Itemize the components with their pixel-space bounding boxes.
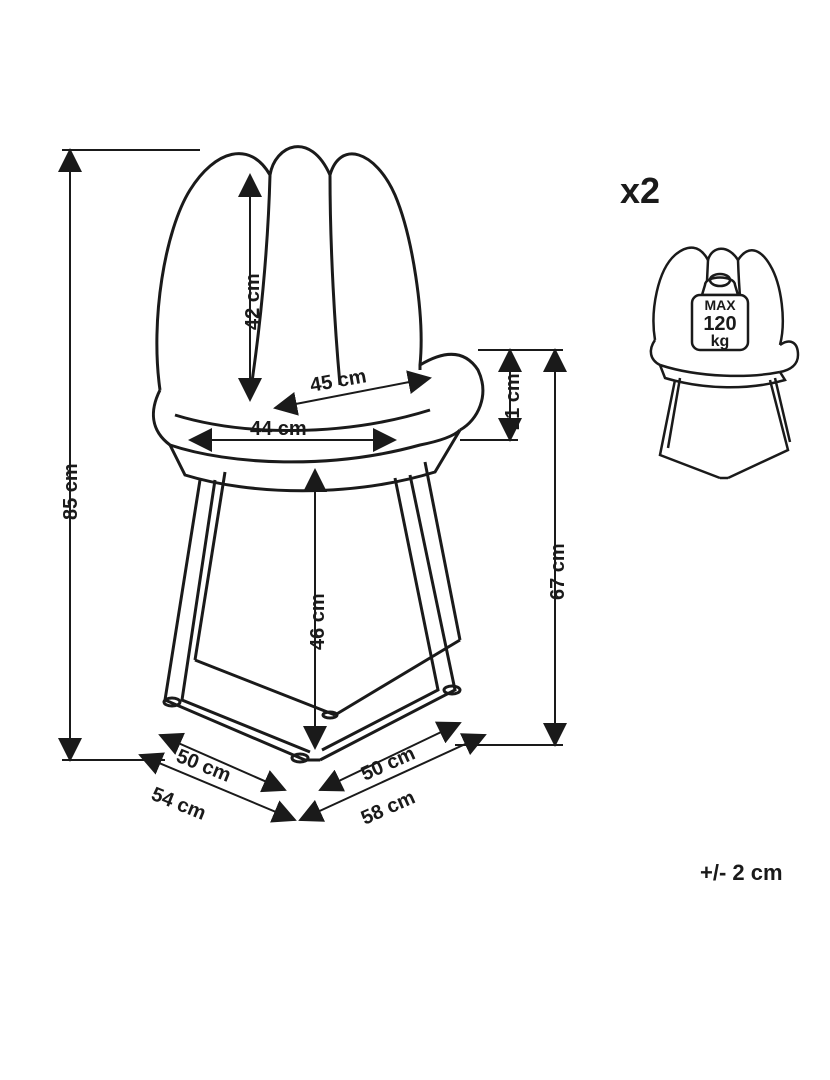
dim-seat-inner-width: 44 cm <box>250 418 307 441</box>
max-unit-text: kg <box>711 333 730 350</box>
dim-total-height: 85 cm <box>60 463 83 520</box>
diagram-canvas: 85 cm 42 cm 45 cm 44 cm 21 cm 67 cm 46 c… <box>0 0 830 1080</box>
main-chair-drawing <box>0 0 830 1080</box>
dim-armrest-from-floor: 67 cm <box>547 543 570 600</box>
dim-armrest-from-seat: 21 cm <box>502 373 525 430</box>
tolerance-label: +/- 2 cm <box>700 860 783 886</box>
max-weight-text: 120 <box>703 313 736 335</box>
quantity-label: x2 <box>620 170 660 212</box>
max-label-text: MAX <box>704 297 736 313</box>
max-load-chair: MAX 120 kg <box>620 230 820 490</box>
dim-back-height: 42 cm <box>242 273 265 330</box>
dim-seat-height: 46 cm <box>307 593 330 650</box>
